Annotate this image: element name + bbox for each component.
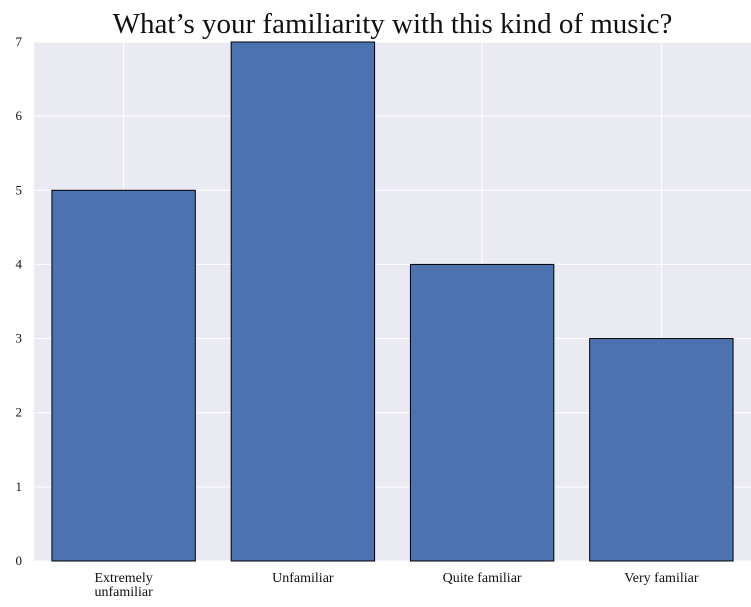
bar-4 (589, 338, 734, 562)
bar-3 (409, 263, 555, 562)
bar-2 (230, 41, 376, 562)
y-tick-label: 1 (16, 479, 23, 494)
x-tick-label: Very familiar (624, 571, 699, 586)
y-tick-label: 3 (16, 331, 23, 346)
x-tick-label: Unfamiliar (272, 571, 334, 586)
chart-title: What’s your familiarity with this kind o… (112, 8, 673, 40)
y-tick-label: 4 (16, 256, 23, 271)
y-tick-label: 6 (16, 108, 23, 123)
y-tick-label: 5 (16, 182, 23, 197)
x-tick-label: Extremely unfamiliar (94, 571, 153, 600)
x-tick-label: Quite familiar (443, 571, 522, 586)
y-tick-label: 0 (16, 553, 23, 568)
y-tick-label: 7 (16, 34, 23, 49)
y-tick-label: 2 (16, 405, 23, 420)
bar-1 (51, 189, 196, 562)
